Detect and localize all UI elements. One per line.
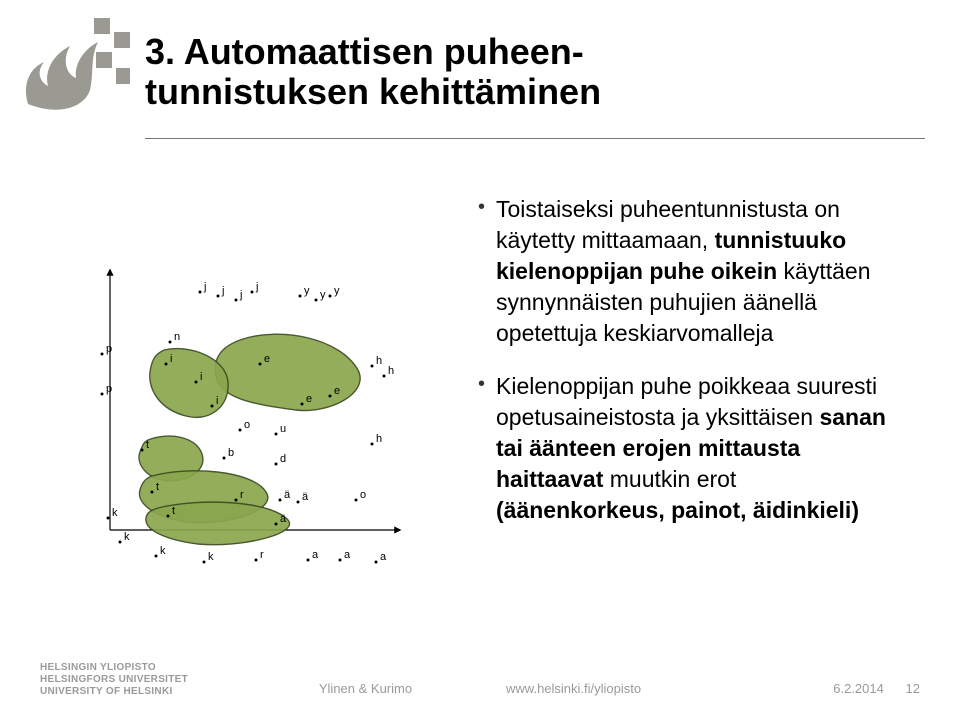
svg-text:h: h <box>376 433 382 445</box>
svg-text:h: h <box>376 355 382 367</box>
svg-text:b: b <box>228 447 234 459</box>
svg-text:r: r <box>260 549 264 561</box>
svg-text:y: y <box>334 285 340 297</box>
svg-text:p: p <box>106 383 112 395</box>
svg-text:k: k <box>112 507 118 519</box>
svg-text:o: o <box>244 419 250 431</box>
svg-text:t: t <box>172 505 175 517</box>
svg-text:k: k <box>208 551 214 563</box>
svg-text:d: d <box>280 453 286 465</box>
svg-text:j: j <box>255 281 258 293</box>
svg-text:y: y <box>304 285 310 297</box>
bullet-item: Kielenoppijan puhe poikkeaa suuresti ope… <box>478 371 908 526</box>
footer-authors: Ylinen & Kurimo <box>319 681 412 696</box>
title-line-2: tunnistuksen kehittäminen <box>145 71 601 112</box>
title-underline <box>145 138 925 139</box>
svg-text:j: j <box>239 289 242 301</box>
svg-text:e: e <box>334 385 340 397</box>
svg-text:ä: ä <box>280 513 287 525</box>
svg-text:o: o <box>360 489 366 501</box>
svg-text:p: p <box>106 343 112 355</box>
footer-url: www.helsinki.fi/yliopisto <box>506 681 641 696</box>
footer-center: Ylinen & Kurimo www.helsinki.fi/yliopist… <box>0 681 960 696</box>
svg-text:a: a <box>344 549 351 561</box>
svg-text:t: t <box>156 481 159 493</box>
bullet-item: Toistaiseksi puheentunnistusta on käytet… <box>478 194 908 349</box>
svg-text:t: t <box>146 439 149 451</box>
svg-text:ä: ä <box>302 491 309 503</box>
svg-text:a: a <box>312 549 319 561</box>
svg-text:i: i <box>200 371 202 383</box>
svg-text:ä: ä <box>284 489 291 501</box>
footer-page-number: 12 <box>906 681 920 696</box>
svg-text:k: k <box>160 545 166 557</box>
footer-right: 6.2.2014 12 <box>833 681 920 696</box>
svg-text:i: i <box>216 395 218 407</box>
footer-date: 6.2.2014 <box>833 681 884 696</box>
svg-text:k: k <box>124 531 130 543</box>
svg-text:u: u <box>280 423 286 435</box>
slide-title: 3. Automaattisen puheen- tunnistuksen ke… <box>145 32 601 111</box>
svg-text:y: y <box>320 289 326 301</box>
svg-text:a: a <box>380 551 387 563</box>
diagram: jjjjyyypniiieeehhpoutbdhtträääokkkkraaa <box>40 210 460 590</box>
svg-text:e: e <box>306 393 312 405</box>
title-line-1: 3. Automaattisen puheen- <box>145 31 584 72</box>
svg-text:n: n <box>174 331 180 343</box>
svg-text:j: j <box>221 285 224 297</box>
svg-text:r: r <box>240 489 244 501</box>
bullet-list: Toistaiseksi puheentunnistusta on käytet… <box>478 194 908 548</box>
svg-text:e: e <box>264 353 270 365</box>
svg-text:j: j <box>203 281 206 293</box>
footer-logo-line: HELSINGIN YLIOPISTO <box>40 662 156 673</box>
svg-text:i: i <box>170 353 172 365</box>
slide-logo <box>20 12 130 122</box>
svg-text:h: h <box>388 365 394 377</box>
